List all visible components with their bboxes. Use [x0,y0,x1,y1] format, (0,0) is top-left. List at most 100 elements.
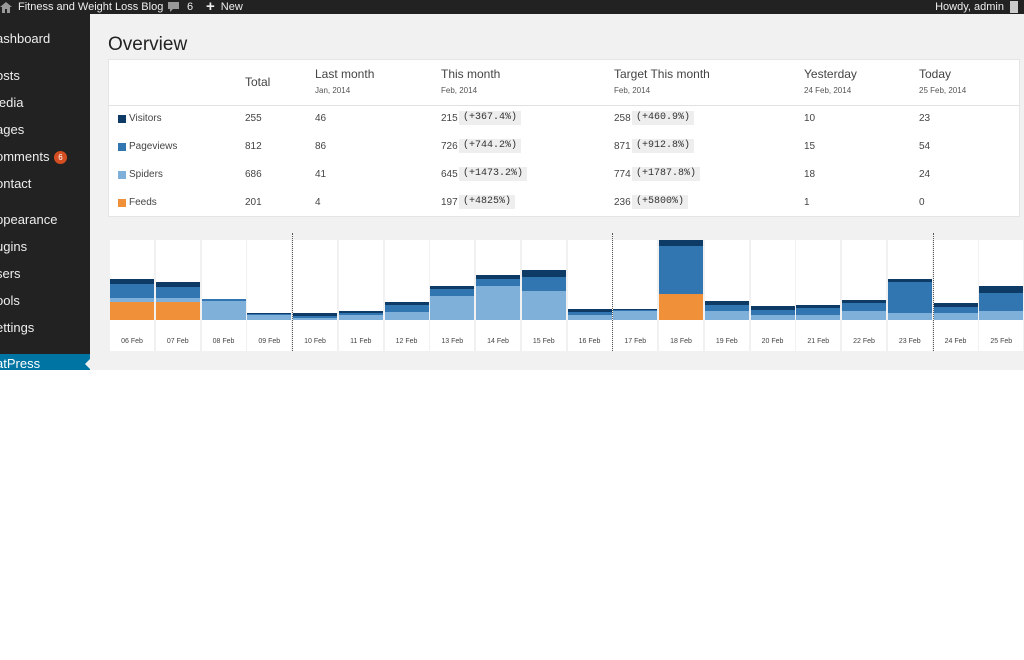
bar-segment-pageviews[interactable] [338,313,383,316]
bar-segment-visitors[interactable] [796,305,841,308]
bar-segment-visitors[interactable] [155,281,200,287]
bar-segment-visitors[interactable] [704,301,749,306]
bar-segment-spiders[interactable] [476,285,520,320]
chart-day-column: 15 Feb [521,240,566,351]
bar-segment-visitors[interactable] [613,308,658,310]
comments-link[interactable]: 6 [168,0,193,14]
bar-segment-feeds[interactable] [155,302,200,320]
bar-segment-visitors[interactable] [521,269,566,278]
menu-comments[interactable]: omments 6 [0,145,90,169]
bar-segment-visitors[interactable] [750,306,795,310]
bar-segment-pageviews[interactable] [293,316,337,319]
bar-segment-spiders[interactable] [247,315,292,320]
bar-segment-visitors[interactable] [110,279,154,284]
bar-segment-pageviews[interactable] [613,309,658,311]
bar-segment-visitors[interactable] [979,285,1024,294]
menu-dashboard[interactable]: ashboard [0,27,90,51]
bar-segment-spiders[interactable] [796,315,841,320]
row-this-month: 215 [441,113,458,124]
daily-stats-chart: 06 Feb 07 Feb 08 Feb 09 Feb 10 Feb 11 Feb 12 F… [110,233,1024,351]
bar-segment-pageviews[interactable] [201,298,246,302]
bar-segment-spiders[interactable] [704,310,749,320]
bar-segment-pageviews[interactable] [521,277,566,292]
bar-segment-visitors[interactable] [887,279,932,282]
bar-segment-pageviews[interactable] [247,314,292,316]
bar-segment-pageviews[interactable] [842,303,886,311]
bar-segment-visitors[interactable] [659,240,703,246]
account-menu[interactable]: Howdy, admin [935,0,1018,14]
row-yesterday: 10 [804,113,816,124]
bar-segment-pageviews[interactable] [979,293,1024,311]
bar-segment-visitors[interactable] [384,302,429,306]
bar-segment-spiders[interactable] [293,318,337,320]
bar-segment-spiders[interactable] [979,310,1024,320]
menu-appearance[interactable]: ppearance [0,208,90,232]
menu-settings[interactable]: ettings [0,316,90,340]
bar-segment-spiders[interactable] [384,311,429,320]
bar-segment-visitors[interactable] [842,299,886,304]
bar-segment-pageviews[interactable] [887,281,932,313]
bar-segment-visitors[interactable] [293,313,337,317]
menu-tools[interactable]: ools [0,289,90,313]
chart-day-column: 16 Feb [567,240,612,351]
chart-day-plot [796,240,841,320]
menu-plugins[interactable]: ugins [0,235,90,259]
site-name-link[interactable]: Fitness and Weight Loss Blog [0,0,163,14]
bar-segment-spiders[interactable] [110,297,154,303]
bar-segment-pageviews[interactable] [796,307,841,316]
bar-segment-feeds[interactable] [659,293,703,320]
bar-segment-pageviews[interactable] [750,309,795,316]
bar-segment-pageviews[interactable] [155,286,200,298]
chart-day-plot [842,240,886,320]
bar-segment-feeds[interactable] [110,302,154,320]
row-target: 871 [614,141,631,152]
bar-segment-visitors[interactable] [567,308,612,312]
bar-segment-pageviews[interactable] [476,279,520,286]
menu-posts[interactable]: osts [0,64,90,88]
chart-day-column: 17 Feb [613,240,658,351]
menu-contact[interactable]: ontact [0,172,90,196]
chart-x-tick-label: 18 Feb [670,338,692,345]
bar-segment-spiders[interactable] [750,315,795,320]
bar-segment-visitors[interactable] [430,285,475,290]
bar-segment-spiders[interactable] [842,310,886,320]
bar-segment-pageviews[interactable] [567,311,612,316]
bar-segment-spiders[interactable] [887,312,932,320]
bar-segment-pageviews[interactable] [704,305,749,311]
bar-segment-visitors[interactable] [247,312,292,315]
menu-media[interactable]: ledia [0,91,90,115]
bar-segment-pageviews[interactable] [430,289,475,296]
bar-segment-spiders[interactable] [613,310,658,320]
avatar [1010,1,1018,13]
chart-day-plot [933,240,978,320]
menu-statpress[interactable]: atPress [0,354,90,370]
bar-segment-spiders[interactable] [338,315,383,320]
bar-segment-visitors[interactable] [933,303,978,307]
chart-x-tick-label: 08 Feb [212,338,235,345]
chart-day-column: 18 Feb [659,240,703,351]
bar-segment-pageviews[interactable] [110,283,154,298]
new-content-link[interactable]: + New [206,0,243,14]
bar-segment-spiders[interactable] [430,295,475,320]
bar-segment-spiders[interactable] [567,315,612,320]
menu-label: atPress [0,356,41,370]
chart-day-column: 14 Feb [476,240,520,351]
bar-segment-spiders[interactable] [155,297,200,303]
menu-label: ontact [0,176,32,191]
bar-segment-spiders[interactable] [201,301,246,320]
bar-segment-pageviews[interactable] [659,245,703,294]
chart-day-plot [704,240,749,320]
menu-label: omments [0,149,50,164]
bar-segment-visitors[interactable] [338,310,383,314]
bar-segment-pageviews[interactable] [933,306,978,313]
chart-x-tick-label: 13 Feb [441,338,464,345]
menu-label: ettings [0,320,35,335]
bar-segment-spiders[interactable] [521,291,566,320]
bar-segment-visitors[interactable] [476,275,520,280]
bar-segment-pageviews[interactable] [384,305,429,312]
bar-segment-spiders[interactable] [933,312,978,320]
